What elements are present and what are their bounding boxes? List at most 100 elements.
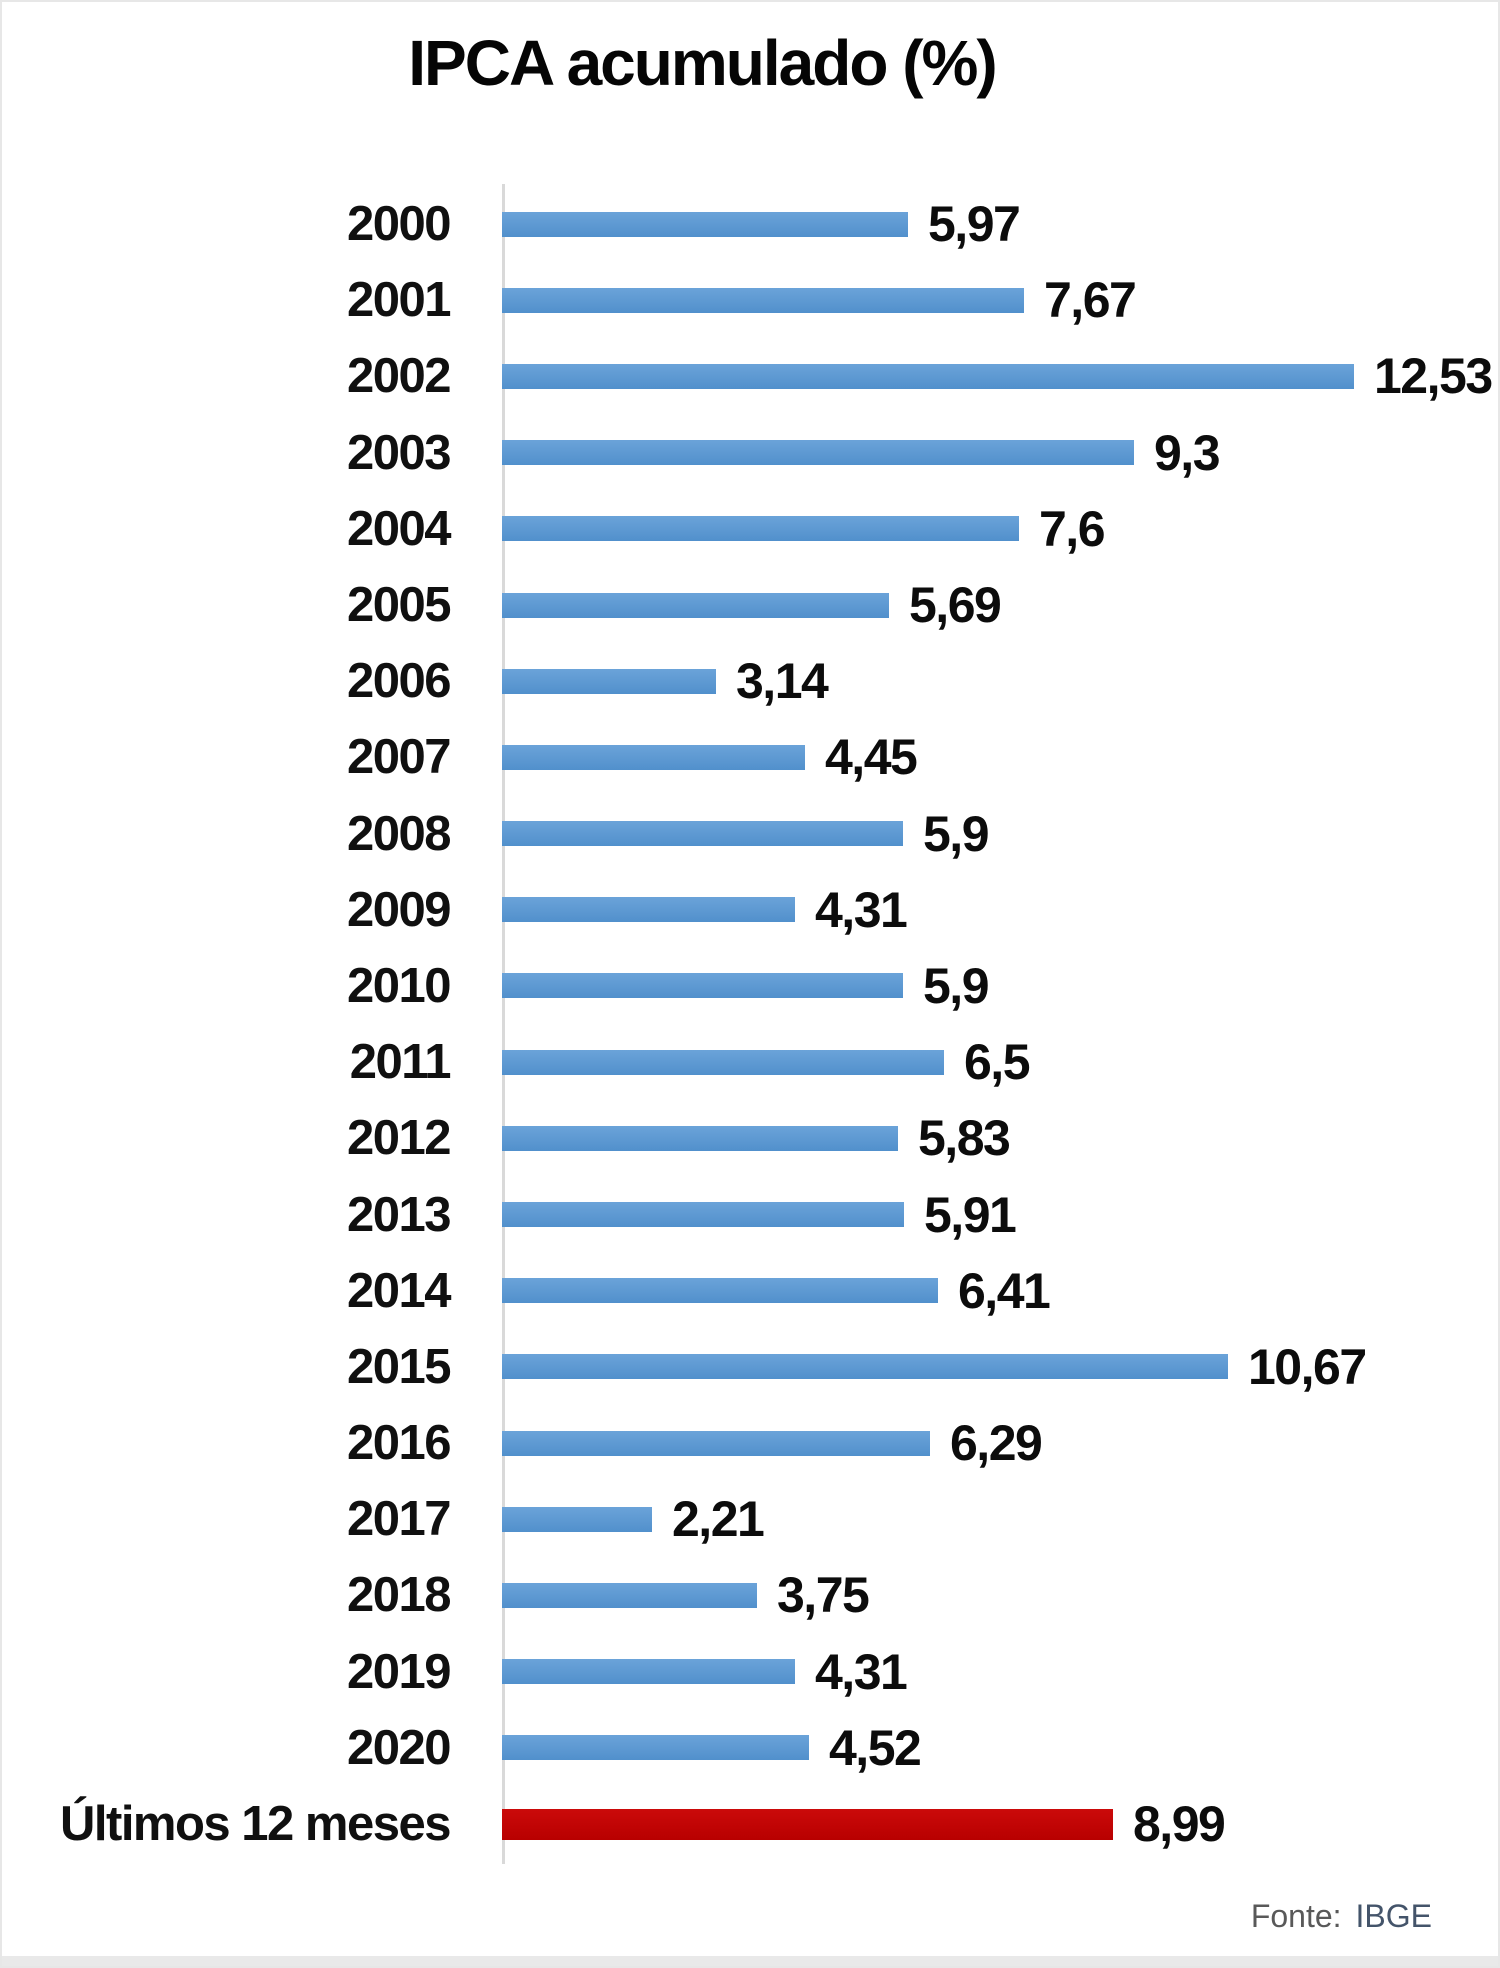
bar (502, 1049, 944, 1075)
bar-track: 4,31 (502, 1634, 1498, 1710)
bar-track: 4,31 (502, 872, 1498, 948)
chart-row-2002: 2002 12,53 (2, 338, 1498, 414)
chart-row-2007: 2007 4,45 (2, 719, 1498, 795)
category-label: 2016 (346, 1416, 452, 1471)
bar-track: 3,14 (502, 643, 1498, 719)
bar-track: 6,41 (502, 1253, 1498, 1329)
value-label: 7,6 (1039, 500, 1106, 557)
category-label: 2002 (346, 349, 452, 404)
bar-track: 5,97 (502, 186, 1498, 262)
chart-row-2018: 2018 3,75 (2, 1557, 1498, 1633)
bar (502, 440, 1134, 466)
source-name: IBGE (1355, 1898, 1432, 1934)
bar-track: 9,3 (502, 415, 1498, 491)
value-label: 6,29 (950, 1415, 1043, 1472)
bar (502, 1582, 757, 1608)
bar-track: 5,9 (502, 948, 1498, 1024)
chart-row-2012: 2012 5,83 (2, 1100, 1498, 1176)
bar (502, 668, 716, 694)
category-label: 2017 (346, 1492, 452, 1547)
value-label: 2,21 (672, 1491, 765, 1548)
bar (502, 211, 908, 237)
value-label: 5,9 (923, 957, 990, 1014)
bar (502, 821, 903, 847)
bar (502, 287, 1024, 313)
bar (502, 973, 903, 999)
bar-track: 12,53 (502, 338, 1498, 414)
chart-row-2010: 2010 5,9 (2, 948, 1498, 1024)
value-label: 6,5 (964, 1034, 1031, 1091)
value-label: 10,67 (1248, 1338, 1367, 1395)
chart-row-2009: 2009 4,31 (2, 872, 1498, 948)
bar-track: 5,83 (502, 1100, 1498, 1176)
category-label: 2015 (346, 1339, 452, 1394)
bar-track: 7,6 (502, 491, 1498, 567)
category-label: 2003 (346, 425, 452, 480)
category-label: 2009 (346, 882, 452, 937)
bar-track: 4,45 (502, 719, 1498, 795)
bar (502, 592, 889, 618)
bar (502, 1808, 1113, 1840)
chart-row-2000: 2000 5,97 (2, 186, 1498, 262)
chart-row-2001: 2001 7,67 (2, 262, 1498, 338)
value-label: 4,52 (829, 1719, 922, 1776)
value-label: 8,99 (1133, 1796, 1226, 1853)
value-label: 4,31 (815, 1643, 908, 1700)
source-prefix: Fonte: (1250, 1898, 1342, 1934)
bar (502, 744, 805, 770)
bar (502, 1354, 1228, 1380)
bar-rows-container: 2000 5,97 2001 7,67 2002 12,53 2003 9,3 2004 7,6 2… (2, 186, 1498, 1862)
category-label: 2018 (346, 1568, 452, 1623)
bar-track: 10,67 (502, 1329, 1498, 1405)
category-label: 2012 (346, 1111, 452, 1166)
chart-row-2004: 2004 7,6 (2, 491, 1498, 567)
chart-row-2011: 2011 6,5 (2, 1024, 1498, 1100)
source-note: Fonte: IBGE (1102, 1898, 1432, 1935)
bar (502, 897, 795, 923)
category-label: 2011 (349, 1035, 452, 1090)
chart-row-2017: 2017 2,21 (2, 1481, 1498, 1557)
bar-track: 8,99 (502, 1786, 1498, 1862)
bar (502, 516, 1019, 542)
value-label: 4,45 (825, 729, 918, 786)
chart-row-2013: 2013 5,91 (2, 1176, 1498, 1252)
category-label: 2014 (346, 1263, 452, 1318)
chart-row-2006: 2006 3,14 (2, 643, 1498, 719)
bar (502, 1125, 898, 1151)
category-label: 2001 (346, 273, 452, 328)
chart-row-últimos-12-meses: Últimos 12 meses 8,99 (2, 1786, 1498, 1862)
category-label: 2007 (346, 730, 452, 785)
bar-track: 6,5 (502, 1024, 1498, 1100)
value-label: 5,9 (923, 805, 990, 862)
value-label: 5,97 (928, 196, 1021, 253)
category-label: 2005 (346, 578, 452, 633)
y-axis-line (502, 184, 505, 1864)
bar-track: 3,75 (502, 1557, 1498, 1633)
value-label: 4,31 (815, 881, 908, 938)
value-label: 5,91 (924, 1186, 1017, 1243)
chart-row-2008: 2008 5,9 (2, 796, 1498, 872)
bar-track: 7,67 (502, 262, 1498, 338)
value-label: 3,75 (777, 1567, 870, 1624)
chart-row-2003: 2003 9,3 (2, 415, 1498, 491)
chart-row-2020: 2020 4,52 (2, 1710, 1498, 1786)
category-label: 2008 (346, 806, 452, 861)
bottom-edge (2, 1956, 1498, 1966)
chart-row-2016: 2016 6,29 (2, 1405, 1498, 1481)
bar-track: 2,21 (502, 1481, 1498, 1557)
bar (502, 1430, 930, 1456)
bar-track: 5,91 (502, 1176, 1498, 1252)
value-label: 6,41 (958, 1262, 1051, 1319)
category-label: Últimos 12 meses (60, 1797, 452, 1852)
bar (502, 1659, 795, 1685)
value-label: 7,67 (1044, 272, 1137, 329)
bar-track: 5,9 (502, 796, 1498, 872)
value-label: 3,14 (736, 653, 829, 710)
chart-title: IPCA acumulado (%) (408, 27, 997, 99)
category-label: 2010 (346, 958, 452, 1013)
chart-row-2019: 2019 4,31 (2, 1634, 1498, 1710)
value-label: 5,69 (909, 577, 1002, 634)
value-label: 9,3 (1154, 424, 1221, 481)
category-label: 2019 (346, 1644, 452, 1699)
